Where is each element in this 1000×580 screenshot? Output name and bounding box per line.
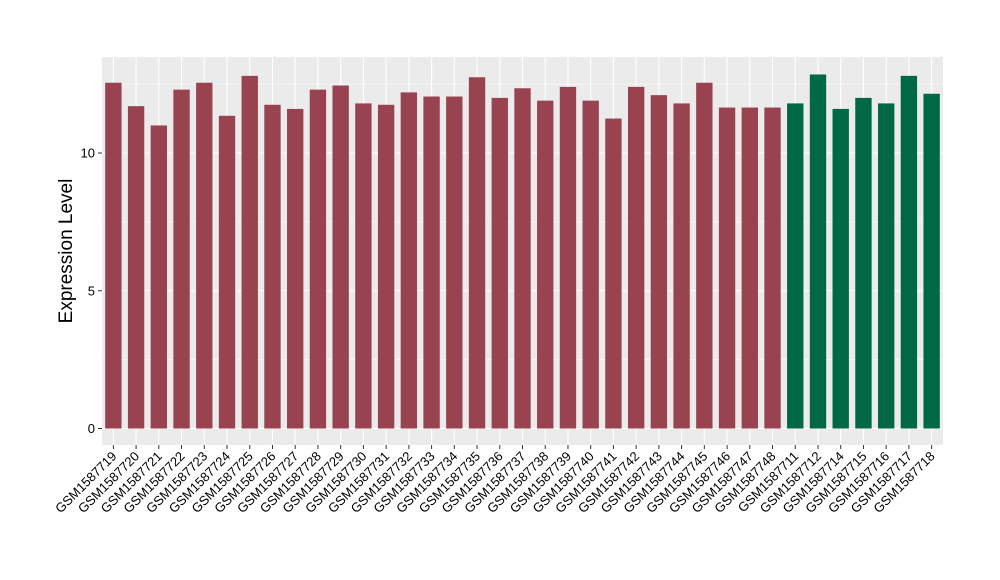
bar-GSM1587743 (650, 95, 668, 429)
bar-GSM1587731 (377, 104, 395, 429)
bar-GSM1587747 (741, 107, 758, 429)
bar-series (105, 74, 940, 429)
bar-GSM1587717 (900, 75, 918, 429)
bar-GSM1587736 (491, 97, 508, 429)
y-tick-label: 10 (81, 146, 95, 161)
y-axis: 0 5 10 (81, 146, 102, 436)
bar-GSM1587726 (264, 104, 281, 429)
y-tick-label: 5 (88, 283, 95, 298)
bar-GSM1587733 (423, 96, 440, 429)
bar-GSM1587730 (355, 103, 372, 429)
bar-GSM1587741 (605, 118, 622, 429)
bar-GSM1587711 (787, 103, 804, 429)
bar-GSM1587746 (718, 107, 736, 429)
bar-GSM1587745 (696, 82, 713, 429)
bar-GSM1587737 (514, 88, 531, 429)
bar-GSM1587723 (196, 82, 213, 429)
bar-GSM1587714 (832, 108, 849, 429)
bar-GSM1587739 (559, 86, 577, 429)
bar-GSM1587715 (855, 97, 872, 429)
y-tick-label: 0 (88, 421, 95, 436)
bar-GSM1587725 (241, 75, 258, 429)
bar-GSM1587728 (309, 89, 327, 429)
bar-GSM1587732 (400, 92, 418, 429)
bar-GSM1587720 (127, 106, 145, 429)
y-axis-title: Expression Level (56, 179, 77, 324)
bar-GSM1587742 (627, 86, 645, 429)
bar-GSM1587724 (218, 115, 236, 429)
bar-GSM1587721 (150, 125, 168, 429)
bar-GSM1587719 (105, 82, 122, 429)
bar-GSM1587722 (173, 89, 190, 429)
bar-GSM1587716 (877, 103, 895, 429)
bar-GSM1587748 (764, 107, 781, 429)
x-axis: GSM1587719GSM1587720GSM1587721GSM1587722… (52, 445, 938, 516)
bar-GSM1587738 (537, 100, 554, 429)
bar-GSM1587729 (332, 85, 349, 429)
bar-GSM1587712 (809, 74, 827, 429)
bar-GSM1587727 (287, 108, 304, 429)
bar-GSM1587734 (446, 96, 463, 429)
bar-GSM1587740 (582, 100, 599, 429)
bar-GSM1587735 (468, 77, 486, 429)
bar-GSM1587744 (673, 103, 690, 429)
bar-GSM1587718 (923, 93, 940, 429)
